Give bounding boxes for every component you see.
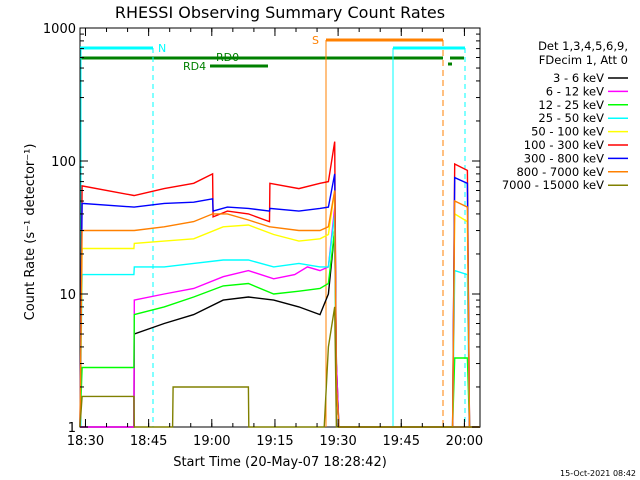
series-line-8 — [79, 306, 480, 428]
y-tick-label: 1 — [68, 421, 76, 436]
x-axis-label: Start Time (20-May-07 18:28:42) — [173, 455, 387, 470]
x-tick-label: 19:15 — [256, 434, 293, 449]
annotation-label: RD0 — [216, 51, 239, 64]
legend-entry-label: 100 - 300 keV — [524, 138, 604, 152]
legend-entry-label: 6 - 12 keV — [546, 84, 604, 98]
x-tick-label: 19:45 — [383, 434, 420, 449]
y-axis-label: Count Rate (s⁻¹ detector⁻¹) — [23, 144, 38, 321]
annotations-group: N RD0 RD4 S — [158, 34, 319, 73]
legend-header-line-1: Det 1,3,4,5,6,9, — [538, 39, 628, 53]
y-tick-label: 1000 — [43, 22, 76, 37]
legend-entry-label: 300 - 800 keV — [524, 151, 604, 165]
legend-entry-label: 800 - 7000 keV — [516, 165, 604, 179]
annotation-label: N — [158, 42, 166, 55]
x-tick-label: 19:30 — [319, 434, 356, 449]
x-tick-label: 19:00 — [193, 434, 230, 449]
legend-entry-label: 12 - 25 keV — [538, 98, 604, 112]
legend-header-line-2: FDecim 1, Att 0 — [539, 53, 628, 67]
axes-group: 18:30 18:45 19:00 19:15 19:30 19:45 20:00 1 10 10… — [43, 22, 483, 449]
annotation-label: RD4 — [183, 60, 206, 73]
x-tick-label: 18:45 — [130, 434, 167, 449]
series-group — [79, 141, 480, 428]
series-line-1 — [80, 207, 480, 428]
series-line-0 — [80, 230, 480, 428]
series-line-6 — [79, 173, 480, 428]
y-tick-label: 100 — [51, 155, 76, 170]
series-line-7 — [79, 190, 480, 428]
legend: Det 1,3,4,5,6,9, FDecim 1, Att 0 3 - 6 k… — [502, 39, 628, 192]
legend-entry-label: 7000 - 15000 keV — [502, 178, 604, 192]
series-line-5 — [79, 141, 480, 428]
chart-title: RHESSI Observing Summary Count Rates — [115, 3, 445, 22]
x-tick-label: 20:00 — [446, 434, 483, 449]
legend-entry-label: 50 - 100 keV — [531, 125, 604, 139]
y-tick-label: 10 — [59, 288, 76, 303]
series-line-4 — [79, 190, 480, 428]
series-line-3 — [79, 213, 480, 428]
footer-stamp: 15-Oct-2021 08:42 — [560, 469, 636, 478]
x-tick-label: 18:30 — [67, 434, 104, 449]
annotation-label: S — [312, 34, 319, 47]
event-markers — [80, 40, 466, 427]
legend-entry-label: 3 - 6 keV — [553, 71, 604, 85]
series-line-2 — [79, 230, 480, 428]
observing-status-bars — [80, 38, 465, 68]
legend-entry-label: 25 - 50 keV — [538, 111, 604, 125]
